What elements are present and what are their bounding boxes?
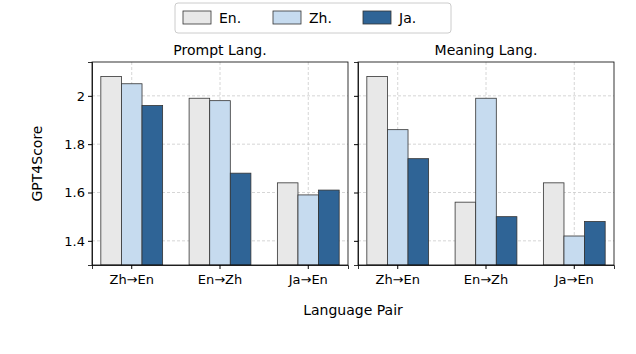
tick-mark [354,144,358,145]
bar [121,84,142,265]
tick: 1.6 [64,185,92,200]
axis-line [88,63,93,266]
tick-label: En→Zh [198,272,243,287]
legend-label: Zh. [309,10,332,26]
y-axis: 1.4 1.6 1.8 2 [64,63,92,266]
tick-mark [354,193,358,194]
grid-line [574,62,575,265]
bar [543,183,564,265]
tick [354,193,358,194]
tick-mark [486,265,487,269]
bar [585,222,606,266]
bars [101,77,339,266]
bar [367,77,388,266]
tick [354,241,358,242]
legend-label: Ja. [398,10,416,26]
tick: En→Zh [464,265,509,287]
tick-label: Zh→En [375,272,420,287]
axis-line [359,266,615,270]
tick [354,96,358,97]
panel: 1.4 1.6 1.8 2 Zh→En En→Zh Ja→En [64,62,348,287]
panel-title: Meaning Lang. [435,42,538,58]
tick-label: En→Zh [464,272,509,287]
bar [230,173,251,265]
tick-label: Ja→En [288,272,328,287]
grid [358,62,614,265]
tick-mark [220,265,221,269]
tick-mark [88,144,92,145]
tick-label: 1.4 [64,233,85,248]
bar [564,236,585,265]
bar [101,77,122,266]
tick-mark [88,96,92,97]
tick-label: Zh→En [109,272,154,287]
bar [142,106,163,266]
plot-frame [358,62,614,265]
bar [319,190,340,265]
x-axis-title: Language Pair [303,302,403,318]
x-axis: Zh→En En→Zh Ja→En [93,265,349,287]
tick-label: 1.8 [64,137,85,152]
tick-mark [88,241,92,242]
bar [408,159,429,265]
tick: Ja→En [288,265,328,287]
legend-label: En. [219,10,241,26]
tick [354,144,358,145]
tick: En→Zh [198,265,243,287]
grid-line [358,95,614,96]
legend: En. Zh. Ja. [175,3,451,33]
panel: Zh→En En→Zh Ja→En [354,62,615,287]
bars [367,77,605,266]
figure: 1.4 1.6 1.8 2 Zh→En En→Zh Ja→En Prompt Lang. GPT… [0,0,636,354]
tick-mark [88,193,92,194]
tick-mark [574,265,575,269]
tick-mark [131,265,132,269]
tick: 1.8 [64,137,92,152]
tick-mark [354,241,358,242]
bar [496,217,517,265]
bar [387,130,408,265]
tick: Zh→En [375,265,420,287]
tick-mark [397,265,398,269]
y-axis-title: GPT4Score [29,126,45,202]
x-axis: Zh→En En→Zh Ja→En [359,265,615,287]
bar [455,202,476,265]
bar [277,183,298,265]
bar [298,195,319,265]
panel-title: Prompt Lang. [173,42,266,58]
axis-line [93,266,349,270]
tick-label: Ja→En [554,272,594,287]
tick: 2 [77,88,92,103]
bar [189,98,210,265]
tick-mark [308,265,309,269]
bar [476,98,497,265]
bar [210,101,231,265]
legend-swatch [183,11,211,24]
tick-label: 2 [77,88,85,103]
tick: Ja→En [554,265,594,287]
legend-frame [175,3,451,33]
y-axis [354,63,359,266]
legend-swatch [363,11,391,24]
tick-mark [354,96,358,97]
axis-line [354,63,359,266]
tick-label: 1.6 [64,185,85,200]
legend-swatch [273,11,301,24]
plot-frame [92,62,348,265]
tick: 1.4 [64,233,92,248]
tick: Zh→En [109,265,154,287]
grid [92,62,348,265]
